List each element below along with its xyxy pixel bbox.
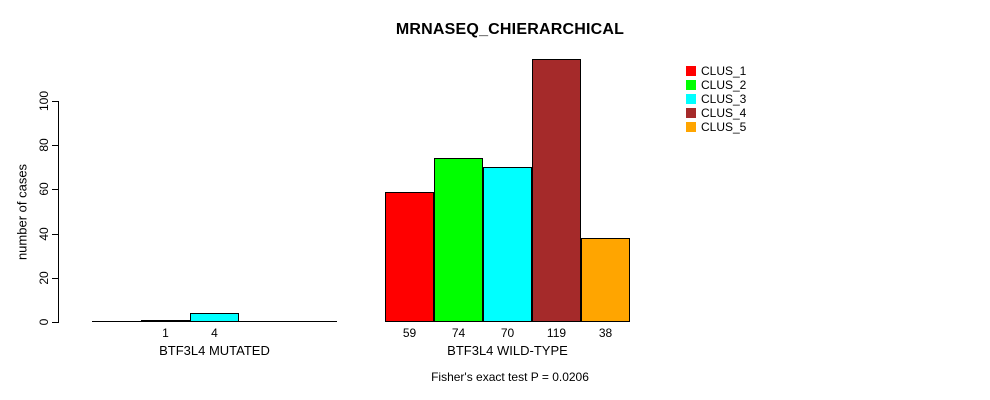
- legend-label-clus_5: CLUS_5: [701, 120, 747, 134]
- legend-label-clus_2: CLUS_2: [701, 78, 747, 92]
- group-label: BTF3L4 MUTATED: [159, 343, 270, 358]
- y-tick-mark: [52, 145, 58, 146]
- bar-value-label: 70: [500, 326, 515, 340]
- bar-clus_2: [141, 320, 190, 322]
- fisher-test-annotation: Fisher's exact test P = 0.0206: [431, 370, 589, 384]
- group-label: BTF3L4 WILD-TYPE: [447, 343, 568, 358]
- bar-clus_1: [385, 192, 434, 322]
- y-tick-mark: [52, 189, 58, 190]
- y-tick-label: 100: [37, 90, 51, 112]
- y-tick-label: 20: [37, 271, 51, 285]
- bar-clus_2: [434, 158, 483, 322]
- bar-clus_5: [581, 238, 630, 322]
- legend-swatch-clus_1: [686, 66, 696, 76]
- legend-swatch-clus_2: [686, 80, 696, 90]
- y-tick-label: 80: [37, 138, 51, 152]
- legend-swatch-clus_5: [686, 122, 696, 132]
- bar-value-label: 1: [162, 326, 169, 340]
- legend-swatch-clus_3: [686, 94, 696, 104]
- bar-clus_3: [190, 313, 239, 322]
- legend-swatch-clus_4: [686, 108, 696, 118]
- y-tick-mark: [52, 278, 58, 279]
- y-tick-label: 40: [37, 227, 51, 241]
- y-axis-title: number of cases: [14, 163, 30, 261]
- legend-label-clus_4: CLUS_4: [701, 106, 747, 120]
- bar-value-label: 74: [451, 326, 466, 340]
- bar-clus_4: [532, 59, 581, 322]
- y-tick-mark: [52, 101, 58, 102]
- bar-value-label: 119: [546, 326, 567, 340]
- bar-value-label: 59: [402, 326, 417, 340]
- y-tick-label: 60: [37, 182, 51, 196]
- bar-value-label: 38: [598, 326, 613, 340]
- legend-label-clus_1: CLUS_1: [701, 64, 747, 78]
- legend-label-clus_3: CLUS_3: [701, 92, 747, 106]
- bar-value-label: 4: [211, 326, 218, 340]
- chart-title: MRNASEQ_CHIERARCHICAL: [395, 21, 625, 38]
- y-axis-line: [58, 101, 59, 323]
- y-tick-mark: [52, 234, 58, 235]
- y-tick-label: 0: [37, 318, 51, 326]
- y-tick-mark: [52, 322, 58, 323]
- bar-clus_3: [483, 167, 532, 322]
